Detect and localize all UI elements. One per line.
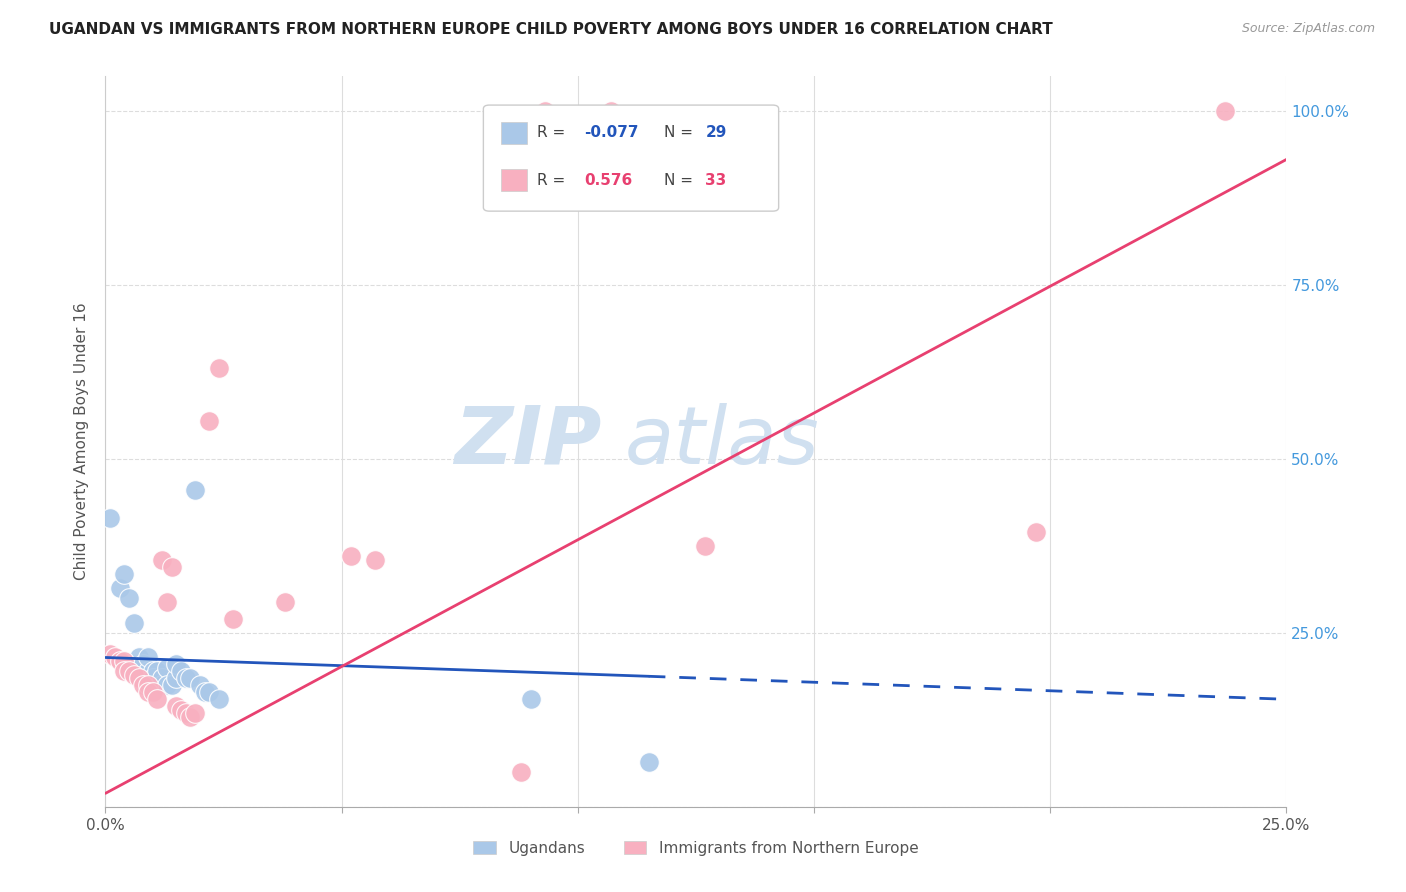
Point: [150, 553, 173, 567]
Point: [208, 692, 231, 706]
Point: [184, 483, 207, 498]
Y-axis label: Child Poverty Among Boys Under 16: Child Poverty Among Boys Under 16: [75, 302, 90, 581]
Point: [156, 678, 179, 692]
Point: [179, 672, 201, 686]
Point: [150, 672, 173, 686]
Point: [108, 654, 131, 668]
Point: [519, 692, 541, 706]
Legend: Ugandans, Immigrants from Northern Europe: Ugandans, Immigrants from Northern Europ…: [467, 835, 925, 862]
Text: UGANDAN VS IMMIGRANTS FROM NORTHERN EUROPE CHILD POVERTY AMONG BOYS UNDER 16 COR: UGANDAN VS IMMIGRANTS FROM NORTHERN EURO…: [49, 22, 1053, 37]
Point: [340, 549, 363, 564]
Point: [132, 678, 155, 692]
Point: [142, 672, 165, 686]
Text: 29: 29: [706, 126, 727, 140]
Point: [600, 103, 623, 118]
Point: [122, 615, 145, 630]
Point: [637, 755, 659, 769]
Point: [510, 765, 533, 780]
Point: [98, 647, 121, 661]
Point: [146, 665, 169, 679]
FancyBboxPatch shape: [501, 122, 527, 144]
Point: [160, 678, 183, 692]
Point: [150, 678, 173, 692]
Point: [98, 511, 121, 525]
Point: [108, 581, 131, 595]
Point: [208, 361, 231, 376]
Text: ZIP: ZIP: [454, 402, 602, 481]
Point: [1025, 525, 1047, 540]
Point: [112, 665, 135, 679]
Point: [174, 706, 197, 721]
Text: N =: N =: [664, 126, 697, 140]
Point: [112, 566, 135, 581]
FancyBboxPatch shape: [501, 169, 527, 192]
Text: -0.077: -0.077: [583, 126, 638, 140]
Point: [146, 692, 169, 706]
Point: [198, 685, 221, 699]
Point: [104, 650, 127, 665]
Text: atlas: atlas: [626, 402, 820, 481]
Point: [128, 672, 150, 686]
Point: [533, 103, 555, 118]
Point: [136, 650, 159, 665]
Point: [170, 665, 193, 679]
Point: [188, 678, 211, 692]
Point: [132, 657, 155, 672]
Point: [695, 539, 717, 553]
Point: [122, 668, 145, 682]
Point: [136, 665, 159, 679]
Point: [128, 650, 150, 665]
FancyBboxPatch shape: [484, 105, 779, 211]
Point: [165, 657, 187, 672]
Point: [174, 672, 197, 686]
Text: N =: N =: [664, 173, 697, 188]
Point: [198, 414, 221, 428]
Text: R =: R =: [537, 126, 569, 140]
Point: [170, 703, 193, 717]
Text: Source: ZipAtlas.com: Source: ZipAtlas.com: [1241, 22, 1375, 36]
Point: [1213, 103, 1236, 118]
Point: [274, 595, 297, 609]
Point: [118, 665, 141, 679]
Text: 33: 33: [706, 173, 727, 188]
Point: [194, 685, 217, 699]
Text: 0.576: 0.576: [583, 173, 633, 188]
Point: [160, 560, 183, 574]
Point: [142, 665, 165, 679]
Point: [184, 706, 207, 721]
Point: [118, 591, 141, 606]
Point: [136, 685, 159, 699]
Point: [112, 654, 135, 668]
Point: [156, 661, 179, 675]
Point: [156, 595, 179, 609]
Point: [179, 709, 201, 723]
Point: [142, 685, 165, 699]
Point: [165, 672, 187, 686]
Text: R =: R =: [537, 173, 575, 188]
Point: [364, 553, 387, 567]
Point: [222, 612, 245, 626]
Point: [165, 699, 187, 714]
Point: [136, 678, 159, 692]
